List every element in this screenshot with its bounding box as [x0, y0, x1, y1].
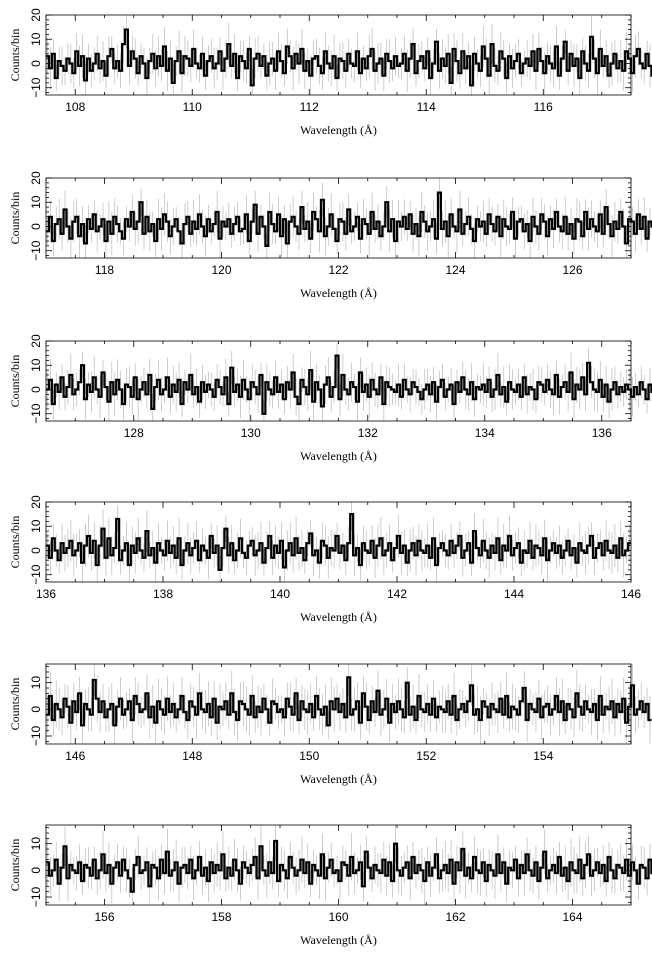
x-tick-label: 150	[299, 749, 319, 763]
y-axis-label: Counts/bin	[8, 192, 22, 245]
x-tick-label: 136	[36, 587, 56, 601]
y-tick-label: −10	[29, 403, 43, 424]
x-tick-label: 140	[270, 587, 290, 601]
x-tick-label: 120	[211, 263, 231, 277]
x-tick-label: 116	[534, 100, 553, 114]
x-axis-label: Wavelength (Å)	[300, 772, 377, 786]
y-tick-label: 0	[29, 706, 43, 713]
y-tick-label: −10	[29, 725, 43, 746]
x-tick-label: 118	[95, 263, 114, 277]
x-tick-label: 162	[445, 910, 465, 924]
y-tick-label: 10	[29, 519, 43, 533]
y-tick-label: −10	[29, 240, 43, 261]
x-tick-label: 146	[65, 749, 85, 763]
x-tick-label: 126	[562, 263, 582, 277]
y-tick-label: 10	[29, 837, 43, 851]
y-axis-label: Counts/bin	[8, 516, 22, 569]
y-tick-label: 0	[29, 386, 43, 393]
y-axis-label: Counts/bin	[8, 839, 22, 892]
y-tick-label: −10	[29, 886, 43, 907]
y-tick-label: 20	[29, 334, 43, 348]
y-tick-label: 20	[29, 495, 43, 509]
x-tick-label: 112	[300, 100, 319, 114]
x-tick-label: 152	[416, 749, 436, 763]
x-tick-label: 156	[94, 910, 114, 924]
y-tick-label: 20	[29, 8, 43, 22]
x-tick-label: 142	[387, 587, 407, 601]
x-tick-label: 146	[621, 587, 641, 601]
counts-histogram	[46, 513, 631, 571]
y-tick-label: −10	[29, 77, 43, 98]
x-tick-label: 132	[358, 426, 378, 440]
x-axis-label: Wavelength (Å)	[300, 286, 377, 300]
counts-histogram	[46, 354, 652, 415]
x-tick-label: 164	[562, 910, 582, 924]
spectrum-panel-6: 156 158 160 162 164 −10 0 10 Wavelength (Å) Count…	[8, 824, 652, 947]
y-tick-label: 10	[29, 676, 43, 690]
counts-histogram	[46, 191, 652, 247]
x-axis-label: Wavelength (Å)	[300, 123, 377, 137]
x-tick-label: 148	[182, 749, 202, 763]
x-tick-label: 110	[183, 100, 202, 114]
x-tick-label: 154	[533, 749, 553, 763]
y-tick-label: 10	[29, 195, 43, 209]
x-tick-label: 144	[504, 587, 524, 601]
y-tick-label: 0	[29, 223, 43, 230]
x-tick-label: 130	[241, 426, 261, 440]
counts-histogram	[46, 28, 652, 87]
x-tick-label: 160	[328, 910, 348, 924]
spectrum-panel-1: 108 110 112 114 116 −10 0 10 20 Wavelength (Å) Cou…	[8, 8, 652, 137]
counts-histogram	[46, 676, 652, 727]
y-axis-label: Counts/bin	[8, 29, 22, 82]
spectrum-panel-3: 128 130 132 134 136 −10 0 10 20 Wavelength (Å) Cou…	[8, 334, 652, 463]
x-tick-label: 138	[153, 587, 173, 601]
y-tick-label: 10	[29, 32, 43, 46]
x-tick-label: 136	[592, 426, 612, 440]
x-axis-label: Wavelength (Å)	[300, 610, 377, 624]
x-tick-label: 134	[475, 426, 495, 440]
y-axis-label: Counts/bin	[8, 678, 22, 731]
x-tick-label: 128	[124, 426, 144, 440]
spectrum-panel-5: 146 148 150 152 154 −10 0 10 Wavelength (Å) Count…	[8, 663, 652, 786]
y-tick-label: 10	[29, 358, 43, 372]
x-axis-label: Wavelength (Å)	[300, 449, 377, 463]
y-tick-label: 0	[29, 547, 43, 554]
x-tick-label: 114	[417, 100, 436, 114]
y-tick-label: 20	[29, 171, 43, 185]
y-tick-label: 0	[29, 60, 43, 67]
spectrum-panel-2: 118 120 122 124 126 −10 0 10 20 Wavelength (Å) Cou…	[8, 171, 652, 300]
x-tick-label: 158	[211, 910, 231, 924]
spectrum-panel-4: 136 138 140 142 144 146 −10 0 10 20 Wavelength (Å)…	[8, 495, 641, 624]
x-tick-label: 124	[445, 263, 465, 277]
x-tick-label: 108	[65, 100, 85, 114]
y-tick-label: 0	[29, 867, 43, 874]
x-axis-label: Wavelength (Å)	[300, 933, 377, 947]
y-tick-label: −10	[29, 564, 43, 585]
y-axis-label: Counts/bin	[8, 355, 22, 408]
x-tick-label: 122	[328, 263, 348, 277]
counts-histogram	[46, 839, 652, 893]
